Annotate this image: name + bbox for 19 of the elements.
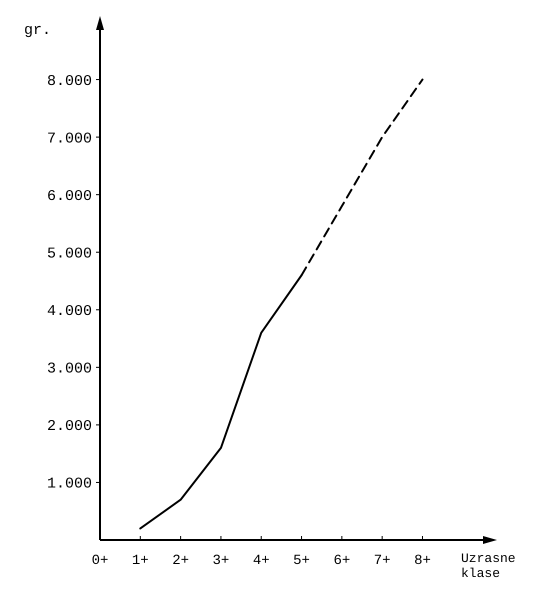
y-tick-label: 2.000 bbox=[46, 418, 92, 436]
y-axis-title: gr. bbox=[24, 22, 52, 39]
x-tick-label: 2+ bbox=[172, 553, 190, 569]
x-tick-label: 3+ bbox=[212, 553, 230, 569]
x-axis-title: Uzrasne klase bbox=[461, 551, 516, 581]
x-tick-label: 4+ bbox=[252, 553, 270, 569]
y-tick-label: 1.000 bbox=[46, 476, 92, 493]
y-tick-label: 5.000 bbox=[46, 245, 92, 262]
x-tick-label: 8+ bbox=[414, 553, 431, 569]
y-tick-label: 8.000 bbox=[46, 72, 92, 90]
x-tick-label: 7+ bbox=[374, 553, 391, 569]
x-tick-label: 1+ bbox=[132, 553, 149, 569]
y-tick-label: 4.000 bbox=[46, 303, 92, 320]
y-tick-label: 6.000 bbox=[46, 188, 92, 205]
x-tick-label: 5+ bbox=[293, 553, 310, 569]
x-tick-label: 0+ bbox=[92, 553, 108, 569]
y-tick-label: 7.000 bbox=[46, 130, 92, 148]
y-tick-label: 3.000 bbox=[46, 360, 92, 378]
x-tick-label: 6+ bbox=[333, 553, 350, 569]
